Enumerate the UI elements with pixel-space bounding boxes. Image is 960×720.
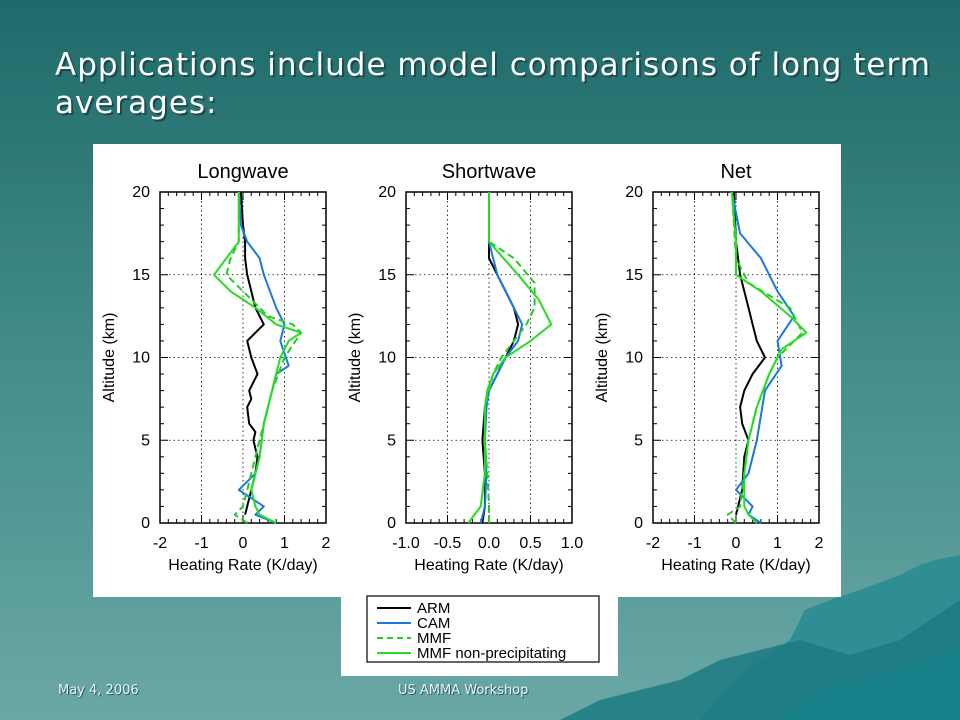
- legend-label-arm: ARM: [417, 600, 450, 617]
- longwave-x-axis-label: Heating Rate (K/day): [168, 557, 317, 574]
- net-series-arm: [732, 191, 766, 515]
- shortwave-y-axis-label: Altitude (km): [347, 313, 364, 403]
- longwave-y-tick-label: 0: [141, 515, 150, 532]
- longwave-series-mmf-non-precipitating: [213, 192, 303, 524]
- shortwave-x-tick-label: 0.5: [519, 535, 541, 552]
- footer-date: May 4, 2006: [58, 683, 139, 698]
- chart-shortwave: Shortwave -1.0 -0.5 0.0 0.5 1.0 0 5 10 15 20 Heatin…: [347, 161, 583, 574]
- net-title: Net: [720, 161, 752, 183]
- net-y-axis-label: Altitude (km): [594, 313, 611, 403]
- longwave-plot-frame: [159, 191, 327, 524]
- net-y-tick-label: 0: [634, 515, 643, 532]
- net-x-tick-label: 2: [815, 535, 824, 552]
- footer-event: US AMMA Workshop: [398, 683, 529, 698]
- legend-border: [366, 595, 600, 663]
- net-x-axis-label: Heating Rate (K/day): [661, 557, 810, 574]
- shortwave-x-tick-label: -0.5: [434, 535, 462, 552]
- longwave-y-tick-label: 10: [132, 350, 150, 367]
- longwave-x-tick-label: -1: [194, 535, 208, 552]
- longwave-y-tick-label: 15: [132, 267, 150, 284]
- net-x-tick-label: 0: [732, 535, 741, 552]
- net-y-tick-label: 5: [634, 432, 643, 449]
- shortwave-y-tick-label: 10: [378, 350, 396, 367]
- longwave-x-tick-label: 1: [280, 535, 289, 552]
- net-series-cam: [730, 191, 796, 524]
- shortwave-x-tick-label: 1.0: [561, 535, 583, 552]
- longwave-series-arm: [239, 191, 265, 515]
- longwave-title: Longwave: [197, 161, 288, 183]
- shortwave-y-tick-label: 15: [378, 267, 396, 284]
- net-y-tick-label: 15: [625, 267, 643, 284]
- legend-label-mmf-non-precipitating: MMF non-precipitating: [417, 645, 566, 662]
- shortwave-series-mmf: [483, 192, 536, 523]
- longwave-x-tick-label: 0: [239, 535, 248, 552]
- net-x-tick-label: 1: [773, 535, 782, 552]
- shortwave-y-tick-label: 0: [387, 515, 396, 532]
- longwave-y-tick-label: 20: [132, 184, 150, 201]
- legend-panel: ARM CAM MMF MMF non-precipitating: [341, 586, 618, 676]
- longwave-y-tick-label: 5: [141, 432, 150, 449]
- net-x-tick-label: -2: [646, 535, 660, 552]
- shortwave-x-tick-label: -1.0: [392, 535, 420, 552]
- slide-title: Applications include model comparisons o…: [55, 47, 931, 121]
- longwave-x-tick-label: -2: [153, 535, 167, 552]
- shortwave-title: Shortwave: [442, 161, 537, 183]
- net-y-tick-label: 10: [625, 350, 643, 367]
- chart-panel: Longwave -2 -1 0 1 2 0 5 10 15 20 Heating Rate (K/d…: [93, 144, 841, 597]
- net-x-tick-label: -1: [687, 535, 701, 552]
- longwave-series-mmf: [225, 192, 303, 524]
- longwave-x-tick-label: 2: [322, 535, 331, 552]
- net-y-tick-label: 20: [625, 184, 643, 201]
- net-series-mmf-non-precipitating: [730, 191, 808, 524]
- shortwave-x-tick-label: 0.0: [478, 535, 500, 552]
- shortwave-y-tick-label: 20: [378, 184, 396, 201]
- shortwave-y-tick-label: 5: [387, 432, 396, 449]
- longwave-y-axis-label: Altitude (km): [101, 313, 118, 403]
- legend-label-mmf: MMF: [417, 630, 451, 647]
- shortwave-series-mmf-non-precipitating: [467, 192, 553, 524]
- legend-label-cam: CAM: [417, 615, 450, 632]
- shortwave-x-axis-label: Heating Rate (K/day): [414, 557, 563, 574]
- shortwave-series-arm: [481, 192, 520, 524]
